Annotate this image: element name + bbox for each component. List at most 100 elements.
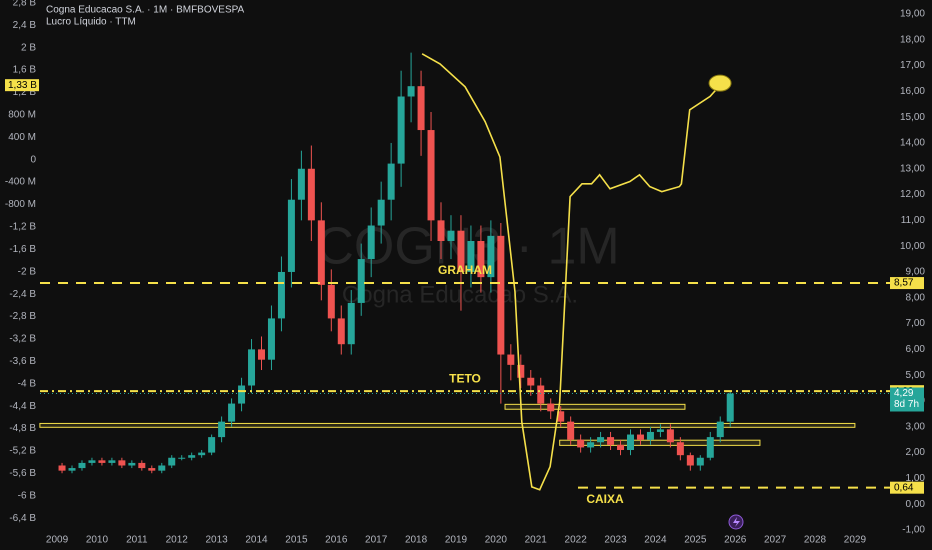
y2-tick-label: -4,4 B: [9, 401, 36, 412]
candle-body: [218, 421, 226, 438]
candle-body: [178, 457, 186, 459]
y2-tick-label: -6 B: [18, 490, 37, 501]
y-tick-label: 12,00: [900, 189, 925, 200]
y2-tick-label: 0: [30, 154, 36, 165]
candle-body: [497, 235, 505, 355]
last-price-box: [890, 387, 924, 412]
x-tick-label: 2013: [205, 535, 228, 546]
level-name: GRAHAM: [438, 263, 492, 277]
candle-body: [307, 168, 315, 221]
lightning: [733, 517, 740, 527]
candle-body: [646, 431, 654, 440]
last-point-marker: [708, 74, 732, 92]
chart-title: Cogna Educacao S.A. · 1M · BMFBOVESPA: [46, 5, 245, 16]
level-name: CAIXA: [586, 492, 624, 506]
candle-body: [277, 271, 285, 319]
last-value-label: 1,33 B: [8, 80, 37, 91]
candle-body: [387, 163, 395, 200]
candle-body: [467, 241, 475, 272]
y2-tick-label: 1,6 B: [13, 65, 37, 76]
lucro-line: [421, 53, 721, 491]
y-tick-label: 1,00: [906, 473, 926, 484]
x-tick-label: 2029: [844, 535, 867, 546]
y-tick-label: 14,00: [900, 138, 925, 149]
x-tick-label: 2014: [245, 535, 268, 546]
candle-body: [577, 439, 585, 448]
candle-body: [337, 318, 345, 345]
candle-body: [726, 393, 734, 422]
candle-body: [407, 86, 415, 97]
y2-tick-label: 400 M: [8, 132, 36, 143]
x-tick-label: 2011: [126, 535, 148, 546]
x-tick-label: 2024: [644, 535, 667, 546]
candle-body: [377, 199, 385, 226]
y2-tick-label: 1,2 B: [13, 87, 37, 98]
candle-body: [68, 468, 76, 471]
candle-body: [487, 235, 495, 278]
candle-body: [267, 318, 275, 360]
y-tick-label: 13,00: [900, 163, 925, 174]
zone: [559, 439, 761, 446]
y-tick-label: 0,00: [906, 499, 926, 510]
y2-tick-label: 2 B: [21, 42, 36, 53]
y2-tick-label: -400 M: [5, 177, 36, 188]
candle-body: [58, 465, 66, 471]
candle-body: [437, 220, 445, 242]
candle-body: [297, 168, 305, 200]
y2-tick-label: -6,4 B: [9, 513, 36, 524]
candle-body: [457, 230, 465, 272]
candle-body: [118, 460, 126, 466]
y-tick-label: 5,00: [906, 370, 926, 381]
x-tick-label: 2016: [325, 535, 348, 546]
candle-body: [317, 220, 325, 285]
x-tick-label: 2025: [684, 535, 707, 546]
y-tick-label: 15,00: [900, 112, 925, 123]
x-tick-label: 2018: [405, 535, 428, 546]
candle-body: [447, 230, 455, 242]
y-tick-label: 8,00: [906, 292, 926, 303]
candle-body: [587, 442, 595, 448]
candle-body: [626, 434, 634, 451]
y2-tick-label: -3,2 B: [9, 334, 36, 345]
x-tick-label: 2027: [764, 535, 787, 546]
y2-tick-label: -2 B: [18, 266, 37, 277]
countdown: 8d 7h: [894, 399, 919, 410]
x-tick-label: 2020: [485, 535, 508, 546]
x-tick-label: 2023: [604, 535, 627, 546]
x-tick-label: 2021: [525, 535, 548, 546]
candle-body: [557, 411, 565, 422]
candle-body: [148, 468, 156, 471]
candle-body: [567, 421, 575, 440]
x-tick-label: 2028: [804, 535, 827, 546]
candle-body: [427, 130, 435, 221]
candle-body: [347, 302, 355, 345]
candle-body: [257, 349, 265, 360]
level-label: 8,57: [894, 278, 914, 289]
candle-body: [248, 349, 256, 386]
y2-tick-label: -2,4 B: [9, 289, 36, 300]
candle-body: [527, 377, 535, 386]
candle-body: [128, 462, 136, 466]
y-tick-label: -1,00: [902, 525, 925, 536]
candle-body: [228, 403, 236, 422]
x-tick-label: 2009: [46, 535, 69, 546]
y2-tick-label: -4,8 B: [9, 423, 36, 434]
y-tick-label: 3,00: [906, 421, 926, 432]
level-name: TETO: [449, 371, 481, 385]
y2-tick-label: -2,8 B: [9, 311, 36, 322]
y2-tick-label: 2,4 B: [13, 20, 37, 31]
candle-body: [88, 460, 96, 463]
candle-body: [666, 429, 674, 443]
last-value-box: [5, 79, 39, 92]
zone: [504, 403, 686, 410]
candle-body: [367, 225, 375, 260]
y-tick-label: 19,00: [900, 9, 925, 20]
y-tick-label: 16,00: [900, 86, 925, 97]
y2-tick-label: -800 M: [5, 199, 36, 210]
y2-tick-label: 2,8 B: [13, 0, 37, 8]
candle-body: [517, 364, 525, 378]
candle-body: [168, 457, 176, 466]
x-tick-label: 2012: [166, 535, 189, 546]
